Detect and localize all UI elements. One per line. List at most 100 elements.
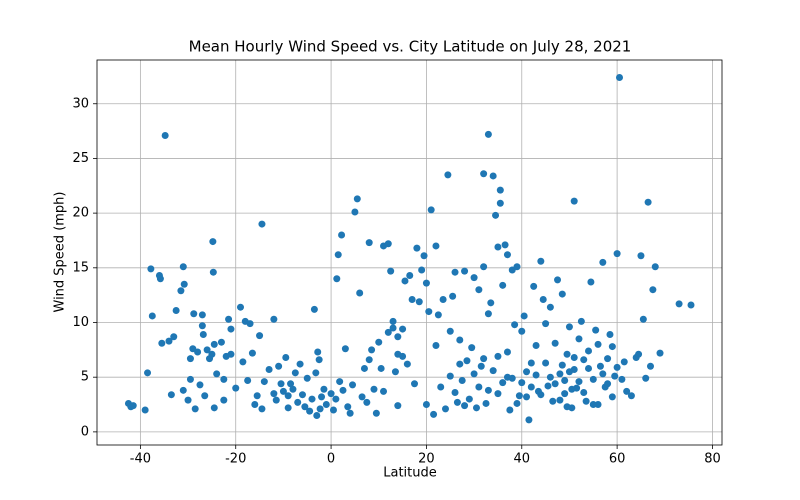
point: [310, 305, 318, 313]
point: [532, 341, 540, 349]
point: [365, 356, 373, 364]
point: [592, 326, 600, 334]
point: [217, 338, 225, 346]
point: [179, 386, 187, 394]
point: [568, 385, 576, 393]
chart-title: Mean Hourly Wind Speed vs. City Latitude…: [189, 38, 632, 56]
point: [461, 267, 469, 275]
point: [318, 393, 326, 401]
point: [179, 263, 187, 271]
point: [353, 195, 361, 203]
point: [275, 362, 283, 370]
point: [513, 399, 521, 407]
point: [303, 374, 311, 382]
point: [315, 356, 323, 364]
point: [480, 170, 488, 178]
point: [496, 186, 504, 194]
point: [172, 306, 180, 314]
point: [209, 238, 217, 246]
point: [565, 368, 573, 376]
y-tick-label: 15: [72, 260, 89, 275]
point: [277, 380, 285, 388]
point: [484, 386, 492, 394]
point: [439, 296, 447, 304]
point: [190, 310, 198, 318]
point: [284, 392, 292, 400]
point: [465, 395, 473, 403]
point: [349, 381, 357, 389]
x-tick-label: -40: [130, 452, 151, 467]
point: [375, 338, 383, 346]
point: [635, 350, 643, 358]
point: [194, 348, 202, 356]
point: [312, 369, 320, 377]
point: [520, 312, 528, 320]
point: [580, 389, 588, 396]
point: [556, 370, 564, 378]
point: [608, 343, 616, 351]
point: [582, 397, 590, 405]
y-axis-label: Wind Speed (mph): [53, 192, 68, 313]
point: [199, 331, 207, 339]
point: [227, 350, 235, 358]
point: [651, 263, 659, 271]
point: [265, 366, 273, 374]
point: [575, 335, 583, 343]
point: [161, 131, 169, 139]
point: [565, 323, 573, 331]
point: [129, 402, 137, 410]
point: [527, 383, 535, 391]
point: [470, 370, 478, 378]
point: [587, 278, 595, 286]
point: [294, 398, 302, 406]
point: [530, 282, 538, 290]
point: [248, 349, 256, 357]
x-tick-label: 80: [704, 452, 721, 467]
point: [580, 356, 588, 364]
point: [316, 405, 324, 413]
point: [368, 346, 376, 354]
point: [387, 267, 395, 275]
point: [544, 382, 552, 390]
point: [456, 336, 464, 344]
point: [389, 324, 397, 332]
point: [177, 287, 185, 295]
point: [333, 275, 341, 283]
point: [287, 380, 295, 388]
point: [422, 279, 430, 287]
point: [210, 404, 218, 412]
point: [308, 395, 316, 403]
point: [148, 312, 156, 320]
point: [527, 359, 535, 367]
point: [220, 375, 228, 383]
x-tick-label: -20: [225, 452, 246, 467]
point: [472, 404, 480, 412]
x-tick-label: 60: [609, 452, 626, 467]
point: [415, 298, 423, 306]
point: [296, 360, 304, 368]
point: [372, 409, 380, 417]
point: [494, 243, 502, 251]
point: [394, 402, 402, 410]
point: [384, 240, 392, 248]
point: [563, 350, 571, 358]
point: [513, 263, 521, 271]
point: [470, 274, 478, 282]
point: [511, 321, 519, 329]
point: [494, 390, 502, 398]
point: [523, 393, 531, 401]
point: [627, 392, 635, 400]
point: [158, 339, 166, 347]
point: [389, 317, 397, 325]
point: [480, 355, 488, 363]
point: [558, 290, 566, 298]
point: [546, 373, 554, 381]
point: [432, 242, 440, 250]
point: [480, 263, 488, 271]
point: [377, 364, 385, 372]
point: [244, 376, 252, 384]
point: [213, 370, 221, 378]
point: [556, 396, 564, 404]
point: [642, 374, 650, 382]
